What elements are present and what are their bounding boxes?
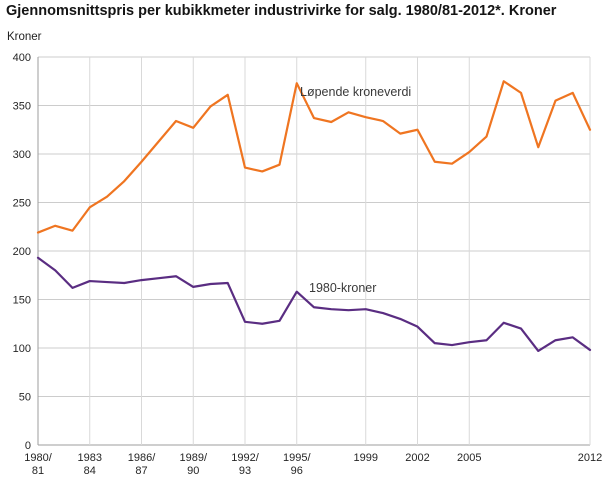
x-tick-label: 2012 [578,452,602,464]
y-tick-label: 250 [13,198,31,210]
x-tick-label: 2002 [405,452,429,464]
y-tick-label: 150 [13,295,31,307]
series-line-1 [36,256,592,353]
series-label-0: Løpende kroneverdi [300,85,411,99]
chart-title: Gjennomsnittspris per kubikkmeter indust… [6,3,557,19]
series-line-0 [36,80,592,234]
x-tick-label: 1983 84 [78,452,102,477]
x-tick-label: 1986/87 [128,452,156,477]
x-tick-label: 1999 [354,452,378,464]
y-tick-label: 350 [13,101,31,113]
y-tick-label: 0 [25,440,31,452]
x-tick-label: 1992/93 [231,452,259,477]
y-tick-label: 300 [13,149,31,161]
y-axis-unit-label: Kroner [7,31,42,43]
x-tick-label: 1989/90 [179,452,207,477]
x-tick-label: 1980/81 [24,452,52,477]
x-tick-label: 1995/96 [283,452,311,477]
y-tick-label: 50 [19,392,31,404]
series-label-1: 1980-kroner [309,281,376,295]
x-tick-label: 2005 [457,452,481,464]
y-tick-label: 100 [13,343,31,355]
y-tick-label: 200 [13,246,31,258]
y-tick-label: 400 [13,52,31,64]
